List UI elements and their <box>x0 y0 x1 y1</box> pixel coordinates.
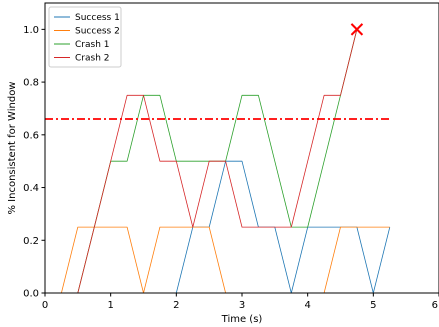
x-tick-label: 0 <box>42 300 48 311</box>
y-tick-label: 0.8 <box>23 78 39 89</box>
plot-area <box>45 23 391 294</box>
x-tick-label: 3 <box>239 300 245 311</box>
legend-label-success-1: Success 1 <box>75 13 120 23</box>
x-tick-label: 5 <box>370 300 376 311</box>
series-line-crash-1 <box>45 29 358 294</box>
y-tick-label: 1.0 <box>23 25 39 36</box>
x-tick-label: 1 <box>107 300 113 311</box>
legend-label-success-2: Success 2 <box>75 27 120 37</box>
axis-ticks: 0 1 2 3 4 5 6 0.0 0.2 0.4 0.6 0.8 1.0 <box>23 25 439 311</box>
legend-label-crash-1: Crash 1 <box>75 40 109 50</box>
series-line-success-2 <box>45 226 390 294</box>
legend-label-crash-2: Crash 2 <box>75 54 109 64</box>
y-tick-label: 0.0 <box>23 289 39 300</box>
series-line-crash-2 <box>45 29 358 294</box>
y-tick-label: 0.2 <box>23 236 39 247</box>
x-axis-label: Time (s) <box>221 314 263 325</box>
y-tick-label: 0.4 <box>23 183 39 194</box>
legend: Success 1 Success 2 Crash 1 Crash 2 <box>48 6 122 68</box>
y-tick-label: 0.6 <box>23 130 39 141</box>
legend-box <box>48 6 122 68</box>
x-tick-label: 2 <box>173 300 179 311</box>
crash-marker <box>350 23 364 36</box>
x-tick-label: 6 <box>432 300 438 311</box>
x-tick-label: 4 <box>304 300 310 311</box>
y-axis-label: % Inconsistent for Window <box>7 82 18 215</box>
